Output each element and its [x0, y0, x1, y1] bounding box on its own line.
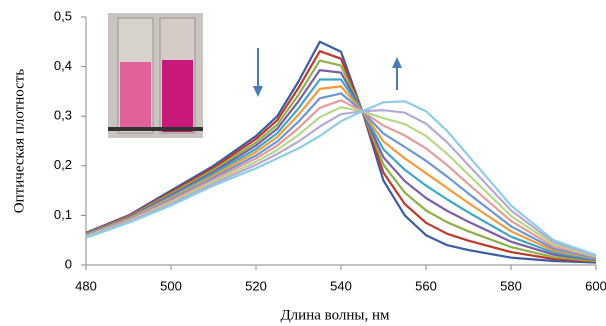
inset-photo — [108, 13, 203, 138]
y-tick-label: 0,5 — [54, 8, 72, 23]
series-line — [85, 85, 597, 260]
x-tick-label: 480 — [75, 278, 97, 293]
y-tick-label: 0,2 — [54, 157, 72, 172]
y-tick-label: 0 — [65, 256, 72, 271]
x-tick-label: 600 — [585, 278, 606, 293]
x-tick-label: 560 — [415, 278, 437, 293]
series-line — [85, 99, 597, 259]
x-tick-label: 540 — [330, 278, 352, 293]
series-line — [85, 78, 597, 261]
y-tick-label: 0,4 — [54, 58, 72, 73]
y-tick-label: 0,3 — [54, 108, 72, 123]
x-tick-label: 520 — [245, 278, 267, 293]
series-line — [85, 40, 597, 264]
series-line — [85, 100, 597, 257]
series-line — [85, 69, 597, 262]
arrows — [253, 48, 402, 97]
x-tick-label: 500 — [160, 278, 182, 293]
series-line — [85, 59, 597, 263]
series-line — [85, 106, 597, 258]
series-line — [85, 92, 597, 260]
series-line — [85, 109, 597, 257]
series-line — [85, 50, 597, 263]
y-tick-label: 0,1 — [54, 207, 72, 222]
x-tick-label: 580 — [500, 278, 522, 293]
y-axis-label: Оптическая плотность — [11, 69, 27, 214]
x-axis-label: Длина волны, нм — [280, 307, 390, 323]
